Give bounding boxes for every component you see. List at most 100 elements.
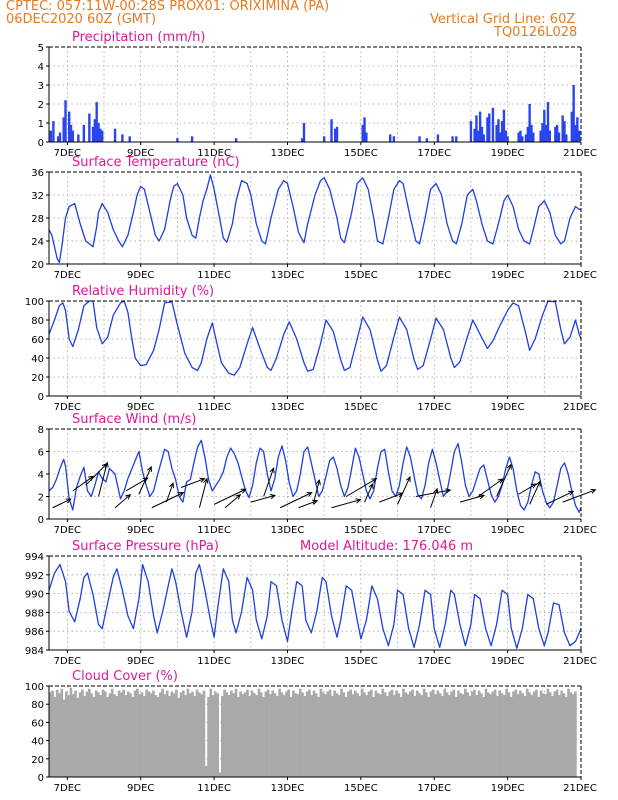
series-line <box>48 300 582 376</box>
cloud-bar <box>133 690 137 777</box>
wind-arrow <box>459 494 485 503</box>
cloud-bar <box>379 694 382 777</box>
header-date: 06DEC2020 60Z (GMT) <box>6 12 157 27</box>
x-tick-label: 11DEC <box>197 270 231 281</box>
y-tick-label: 20 <box>31 373 44 384</box>
precip-bar <box>58 132 62 142</box>
cloud-bar <box>131 696 135 777</box>
precip-bar <box>82 124 86 142</box>
wind-arrow-head <box>269 467 275 474</box>
precip-bar <box>451 136 454 142</box>
y-tick-label: 5 <box>38 43 44 54</box>
cloud-bar <box>218 772 222 777</box>
y-tick-label: 0 <box>38 515 44 526</box>
precip-bar <box>389 134 392 142</box>
wind-arrow <box>397 476 411 505</box>
wind-arrow <box>312 480 320 505</box>
cloud-bar <box>454 696 458 777</box>
wind-arrow <box>518 483 537 495</box>
cloud-bar <box>186 688 190 777</box>
cloud-bar <box>115 696 119 777</box>
cloud-bar <box>303 696 307 777</box>
precip-bar <box>530 124 533 142</box>
cloud-bar <box>296 694 300 777</box>
wind-arrow <box>213 488 246 505</box>
cloud-bar <box>161 688 164 777</box>
precip-bar <box>486 117 489 142</box>
cloud-bar <box>108 693 112 777</box>
cloud-bar <box>535 689 538 777</box>
precip-bar <box>576 117 579 142</box>
cloud-bar <box>255 695 258 777</box>
cloud-bar <box>85 691 89 777</box>
y-tick-label: 20 <box>31 755 44 766</box>
cloud-bar <box>257 688 261 777</box>
wind-arrow <box>364 483 374 503</box>
x-tick-label: 11DEC <box>197 148 231 159</box>
wind-arrow-head <box>203 477 209 484</box>
precip-bar <box>77 134 80 142</box>
y-tick-label: 0 <box>38 392 44 403</box>
panel-cloud-cover: 0 20 40 60 80 100 7DEC 9DEC 11DEC 13DEC 15DEC 17DEC… <box>25 669 597 794</box>
x-tick-label: 7DEC <box>54 402 81 413</box>
cloud-bar <box>67 695 70 777</box>
wind-arrow-head <box>65 498 72 504</box>
cloud-bar <box>516 694 520 777</box>
cloud-bar <box>294 693 297 777</box>
precip-bar <box>49 130 53 142</box>
x-tick-label: 7DEC <box>54 270 81 281</box>
cloud-bar <box>253 693 256 777</box>
precip-bar <box>101 130 104 142</box>
x-tick-label: 19DEC <box>491 270 525 281</box>
wind-arrow <box>331 499 361 509</box>
cloud-bar <box>530 695 534 777</box>
y-tick-label: 3 <box>38 81 44 92</box>
cloud-bar <box>402 688 405 777</box>
y-tick-label: 24 <box>31 237 44 248</box>
precip-bar <box>543 109 546 142</box>
cloud-bar <box>415 690 419 777</box>
cloud-bar <box>106 696 109 777</box>
wind-arrow <box>529 481 541 505</box>
y-tick-label: 984 <box>25 646 44 657</box>
cloud-bar <box>113 694 116 777</box>
wind-arrow <box>52 498 71 509</box>
wind-arrow <box>263 468 275 497</box>
cloud-bar <box>537 696 541 777</box>
cloud-bar <box>248 696 252 777</box>
cloud-bar <box>49 692 52 777</box>
cloud-bar <box>147 691 151 777</box>
cloud-bar <box>544 694 547 777</box>
cloud-bar <box>567 688 570 777</box>
precip-bar <box>190 136 194 142</box>
wind-arrow-head <box>125 493 132 500</box>
cloud-bar <box>207 696 210 777</box>
cloud-bar <box>466 692 469 777</box>
precip-bar <box>482 134 485 142</box>
wind-arrow-head <box>147 465 152 472</box>
cloud-bar <box>120 692 123 777</box>
cloud-bar <box>365 695 369 777</box>
x-tick-label: 9DEC <box>127 783 154 794</box>
precip-bar <box>544 124 548 142</box>
cloud-bar <box>505 688 508 777</box>
cloud-bar <box>413 696 417 777</box>
cloud-bar <box>223 689 226 777</box>
wind-arrow-head <box>103 461 109 468</box>
precip-bar <box>322 136 326 142</box>
wind-arrow-head <box>590 488 597 494</box>
cloud-bar <box>381 688 385 777</box>
precip-bar <box>577 130 581 142</box>
y-tick-label: 990 <box>25 590 44 601</box>
wind-arrow <box>198 478 208 508</box>
cloud-bar <box>461 694 465 777</box>
x-tick-label: 13DEC <box>271 270 305 281</box>
cloud-bar <box>211 695 215 777</box>
cloud-bar <box>374 690 378 777</box>
wind-arrow-head <box>497 478 504 484</box>
cloud-bar <box>519 690 522 777</box>
cloud-bar <box>427 696 430 777</box>
precip-bar <box>234 138 238 142</box>
x-tick-label: 7DEC <box>54 783 81 794</box>
wind-arrow-head <box>433 487 439 494</box>
